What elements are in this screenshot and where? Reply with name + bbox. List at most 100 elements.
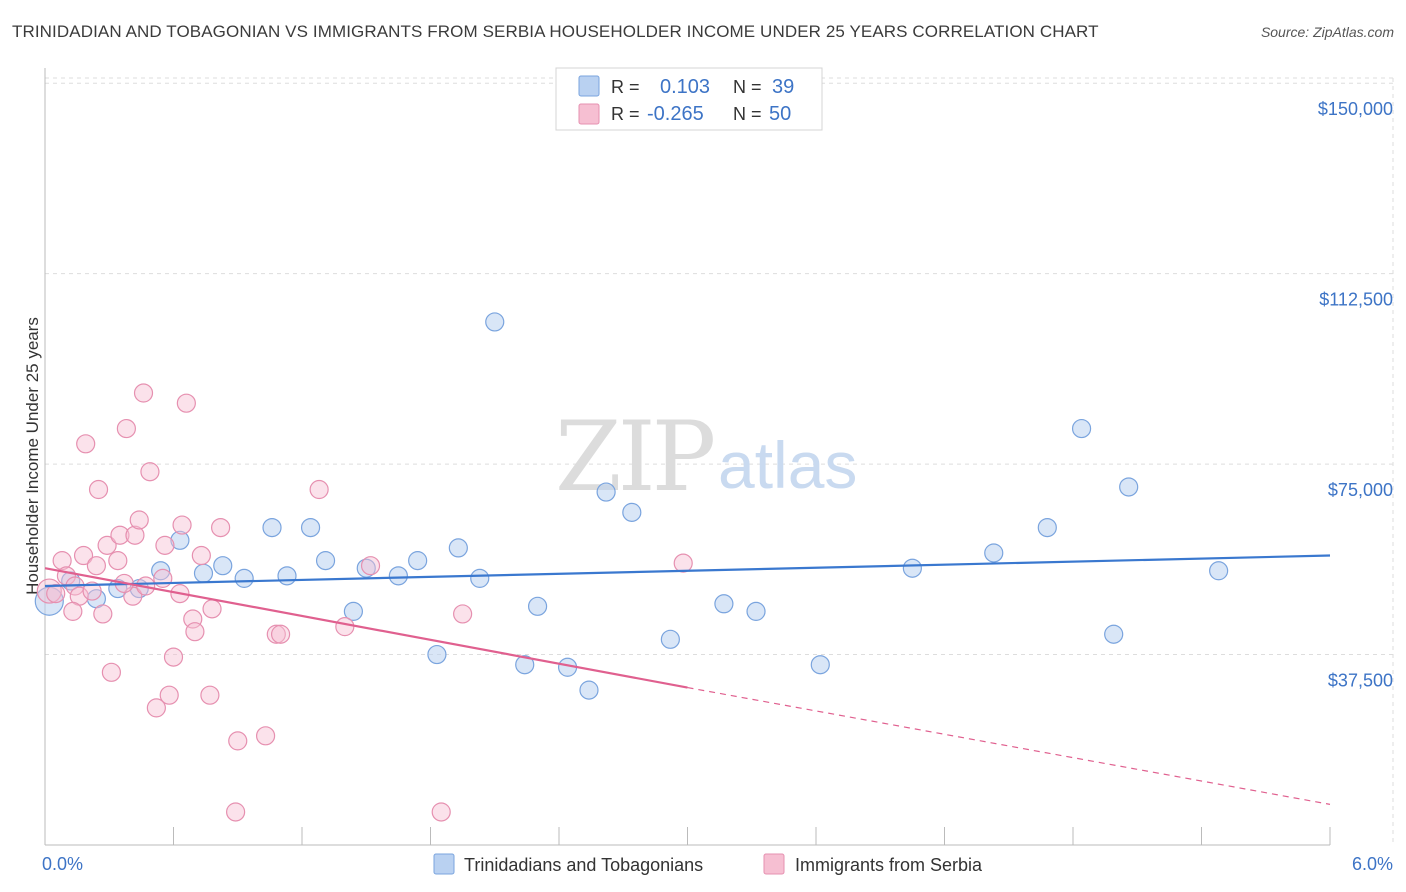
point-serbian bbox=[110, 525, 130, 545]
x-tick-labels: 0.0% 6.0% bbox=[42, 854, 1393, 874]
watermark-atlas: atlas bbox=[718, 428, 857, 502]
y-tick-labels: $37,500 $75,000 $112,500 $150,000 bbox=[1318, 99, 1393, 690]
point-serbian bbox=[63, 601, 83, 621]
point-serbian bbox=[125, 525, 145, 545]
y-axis-title: Householder Income Under 25 years bbox=[23, 317, 42, 595]
legend-r-value: -0.265 bbox=[647, 103, 704, 125]
point-serbian bbox=[101, 662, 121, 682]
legend-swatch-pink bbox=[763, 853, 785, 875]
correlation-legend: R = 0.103 N = 39 R = -0.265 N = 50 bbox=[555, 67, 823, 131]
point-trinidadian bbox=[1119, 477, 1139, 497]
point-serbian bbox=[52, 551, 72, 571]
trend-extension-pink bbox=[687, 686, 1331, 805]
point-serbian bbox=[86, 556, 107, 576]
point-serbian bbox=[431, 802, 451, 822]
point-trinidadian bbox=[746, 601, 766, 621]
point-trinidadian bbox=[902, 558, 922, 578]
point-trinidadian bbox=[579, 680, 599, 700]
point-trinidadian bbox=[527, 596, 548, 616]
point-serbian bbox=[453, 604, 473, 624]
point-serbian bbox=[116, 418, 136, 439]
legend-swatch-blue bbox=[578, 75, 600, 97]
point-trinidadian bbox=[1209, 561, 1229, 581]
point-serbian bbox=[140, 462, 160, 482]
point-serbian bbox=[335, 617, 355, 637]
legend-swatch-pink bbox=[578, 103, 600, 125]
legend-series-1: Trinidadians and Tobagonians bbox=[464, 855, 703, 875]
point-trinidadian bbox=[810, 655, 830, 675]
data-points bbox=[34, 312, 1229, 822]
point-trinidadian bbox=[427, 644, 447, 665]
point-trinidadian bbox=[984, 543, 1004, 563]
point-serbian bbox=[360, 556, 381, 576]
point-serbian bbox=[270, 624, 291, 644]
point-trinidadian bbox=[622, 502, 642, 522]
watermark: ZIP atlas bbox=[555, 401, 857, 513]
point-serbian bbox=[133, 383, 154, 403]
y-tick-label: $37,500 bbox=[1328, 671, 1393, 691]
point-serbian bbox=[176, 393, 196, 413]
point-serbian bbox=[82, 581, 102, 601]
legend-n-value: 50 bbox=[769, 103, 791, 125]
point-serbian bbox=[97, 535, 117, 555]
legend-n-value: 39 bbox=[772, 76, 794, 98]
point-serbian bbox=[46, 584, 66, 604]
point-trinidadian bbox=[596, 482, 616, 502]
legend-r-label: R = bbox=[611, 104, 640, 124]
point-serbian bbox=[228, 731, 248, 751]
legend-r-label: R = bbox=[611, 77, 640, 97]
legend-r-value: 0.103 bbox=[660, 76, 710, 98]
watermark-zip: ZIP bbox=[555, 401, 714, 513]
point-trinidadian bbox=[1104, 624, 1124, 644]
point-trinidadian bbox=[388, 566, 408, 586]
point-trinidadian bbox=[515, 655, 535, 675]
point-serbian bbox=[202, 599, 222, 619]
point-serbian bbox=[108, 551, 128, 571]
point-trinidadian bbox=[213, 556, 233, 576]
point-trinidadian bbox=[660, 629, 680, 649]
point-serbian bbox=[155, 535, 175, 555]
point-serbian bbox=[159, 685, 179, 705]
legend-box bbox=[555, 67, 823, 131]
axes bbox=[44, 68, 1331, 846]
y-tick-label: $112,500 bbox=[1319, 290, 1393, 310]
point-trinidadian bbox=[448, 538, 468, 558]
point-trinidadian bbox=[315, 551, 336, 571]
point-trinidadian bbox=[193, 563, 214, 583]
legend-n-label: N = bbox=[733, 77, 762, 97]
point-serbian bbox=[129, 510, 149, 530]
series-legend: Trinidadians and Tobagonians Immigrants … bbox=[433, 853, 983, 875]
point-serbian bbox=[73, 545, 94, 566]
point-serbian bbox=[93, 604, 113, 624]
point-trinidadian bbox=[714, 594, 734, 614]
point-serbian bbox=[163, 647, 184, 667]
point-trinidadian bbox=[343, 601, 363, 621]
point-trinidadian bbox=[1071, 418, 1092, 439]
point-trinidadian bbox=[170, 530, 190, 550]
trend-line-blue bbox=[44, 554, 1331, 588]
y-tick-label: $150,000 bbox=[1318, 99, 1393, 119]
point-trinidadian bbox=[234, 568, 254, 588]
point-serbian bbox=[76, 434, 96, 454]
point-trinidadian bbox=[1037, 517, 1057, 538]
x-tick-label: 6.0% bbox=[1352, 854, 1393, 874]
point-trinidadian bbox=[485, 312, 505, 332]
point-serbian bbox=[255, 726, 276, 746]
trend-lines bbox=[44, 554, 1331, 805]
chart-title: TRINIDADIAN AND TOBAGONIAN VS IMMIGRANTS… bbox=[12, 22, 1099, 41]
point-trinidadian bbox=[262, 517, 282, 538]
point-serbian bbox=[226, 802, 246, 822]
point-serbian bbox=[211, 517, 231, 538]
point-serbian bbox=[309, 479, 329, 500]
point-serbian bbox=[146, 698, 166, 718]
legend-n-label: N = bbox=[733, 104, 762, 124]
legend-swatch-blue bbox=[433, 853, 455, 875]
point-serbian bbox=[266, 624, 286, 644]
point-serbian bbox=[191, 545, 211, 566]
point-serbian bbox=[200, 685, 220, 705]
point-serbian bbox=[185, 622, 205, 642]
y-tick-label: $75,000 bbox=[1328, 480, 1393, 500]
trend-line-pink bbox=[44, 567, 688, 689]
point-trinidadian bbox=[470, 568, 490, 588]
